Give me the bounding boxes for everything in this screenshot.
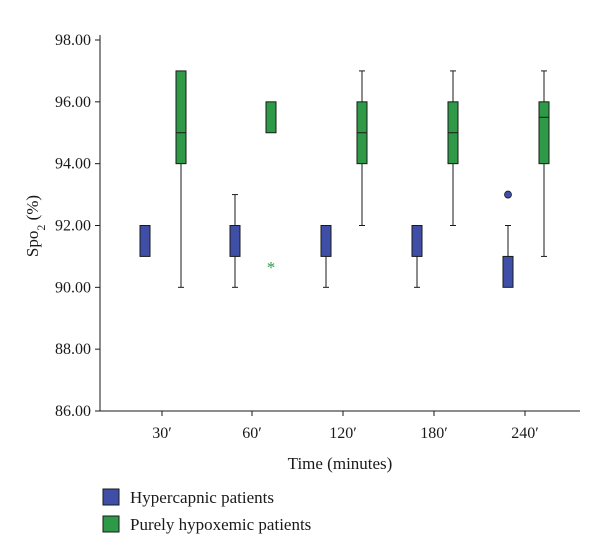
x-axis-title: Time (minutes) [288,454,393,473]
legend-swatch-hypercapnic [102,488,120,506]
x-tick-label: 60′ [242,425,262,442]
legend-label-hypoxemic: Purely hypoxemic patients [130,515,311,534]
plot-area: * [139,70,550,288]
y-tick-label: 86.00 [55,403,91,420]
box [320,225,332,257]
outlier-point [504,190,512,199]
extreme-point: * [267,258,276,277]
legend-label-hypercapnic: Hypercapnic patients [130,488,274,507]
axes: 86.00 88.00 90.00 92.00 94.00 96.00 98.00 30′ 60… [55,32,580,442]
x-tick-label: 180′ [420,425,448,442]
y-tick-label: 92.00 [55,218,91,235]
box [502,255,514,288]
y-tick-label: 94.00 [55,156,91,173]
x-tick-label: 240′ [511,425,539,442]
box [175,70,187,165]
y-tick-label: 88.00 [55,341,91,358]
x-tick-label: 120′ [329,425,357,442]
legend-swatch-hypoxemic [102,515,120,533]
y-axis-title: Spo2 (%) [23,195,48,257]
box [229,225,241,257]
y-tick-label: 96.00 [55,94,91,111]
legend: Hypercapnic patients Purely hypoxemic pa… [102,488,311,534]
y-tick-label: 90.00 [55,279,91,296]
box [139,225,151,257]
x-tick-label: 30′ [152,425,172,442]
box [265,101,277,134]
box [538,101,550,165]
y-tick-label: 98.00 [55,32,91,49]
box [411,225,423,257]
